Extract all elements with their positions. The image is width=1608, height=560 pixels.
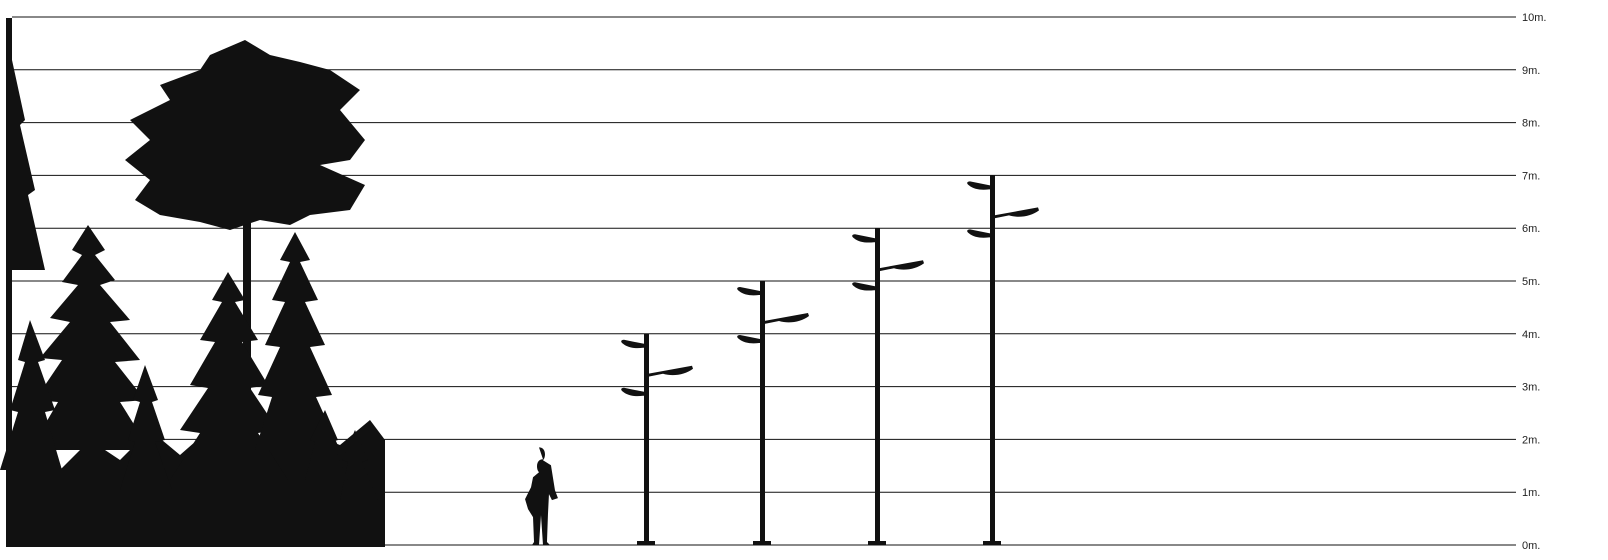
street-lamp-group [621, 175, 1039, 545]
height-label: 0m. [1522, 540, 1540, 552]
tree-silhouette-icon [0, 18, 385, 547]
street-lamp-icon [852, 228, 924, 545]
height-label: 10m. [1522, 12, 1546, 24]
height-label: 1m. [1522, 487, 1540, 499]
height-label: 7m. [1522, 170, 1540, 182]
height-label: 3m. [1522, 382, 1540, 394]
height-label: 4m. [1522, 329, 1540, 341]
height-label: 9m. [1522, 65, 1540, 77]
height-label: 2m. [1522, 434, 1540, 446]
height-label: 5m. [1522, 276, 1540, 288]
height-label: 6m. [1522, 223, 1540, 235]
street-lamp-icon [621, 333, 693, 545]
street-lamp-icon [967, 175, 1039, 545]
height-label: 8m. [1522, 118, 1540, 130]
street-lamp-icon [737, 281, 809, 545]
person-silhouette-icon [525, 447, 558, 546]
